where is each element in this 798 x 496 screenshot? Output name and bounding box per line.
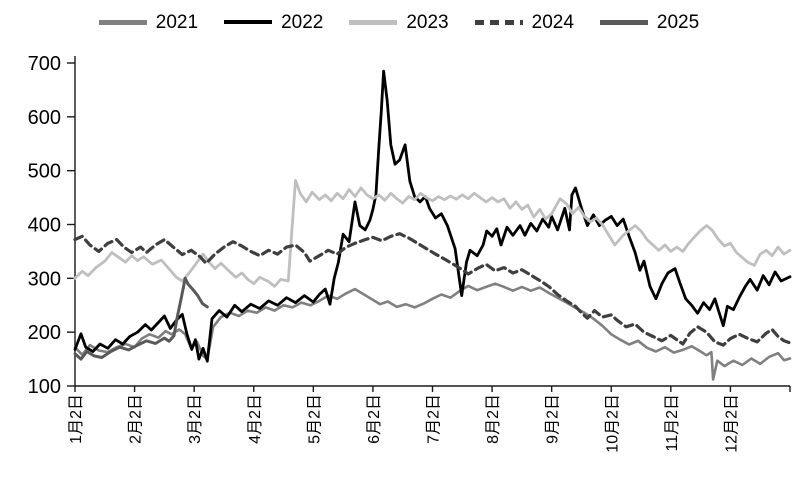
- x-tick-label: 4月2日: [247, 394, 264, 444]
- x-tick-label: 9月2日: [545, 394, 562, 444]
- legend-item-2023: 2023: [349, 11, 449, 33]
- x-tick-label: 1月2日: [68, 394, 85, 444]
- legend-item-2021: 2021: [98, 11, 199, 33]
- legend-swatch-2021: [98, 19, 147, 25]
- x-tick-label: 12月2日: [723, 394, 740, 453]
- legend-label-2021: 2021: [155, 11, 199, 33]
- y-tick-label: 400: [28, 215, 61, 237]
- x-tick-label: 3月2日: [187, 394, 204, 444]
- series-line-2024: [73, 232, 792, 347]
- y-tick-label: 300: [28, 268, 61, 290]
- legend-swatch-2023: [349, 19, 398, 25]
- x-tick-label: 11月2日: [664, 394, 681, 452]
- series-line-2025: [73, 276, 209, 361]
- y-tick-label: 200: [28, 322, 61, 344]
- legend-label-2025: 2025: [656, 11, 700, 33]
- legend-label-2024: 2024: [531, 11, 574, 33]
- legend-item-2024: 2024: [474, 11, 574, 33]
- legend-item-2022: 2022: [224, 13, 323, 32]
- x-tick-label: 5月2日: [306, 394, 323, 444]
- x-tick-label: 6月2日: [366, 394, 383, 444]
- legend-label-2023: 2023: [406, 11, 449, 33]
- legend-item-2025: 2025: [599, 11, 700, 33]
- legend-swatch-2022: [224, 20, 273, 24]
- x-tick-label: 2月2日: [128, 394, 145, 444]
- y-tick-label: 700: [28, 53, 61, 75]
- x-tick-label: 8月2日: [485, 394, 502, 444]
- y-tick-label: 500: [28, 161, 61, 183]
- y-tick-label: 600: [28, 107, 61, 129]
- series-line-2022: [73, 69, 792, 363]
- legend-swatch-2025: [599, 19, 648, 25]
- y-tick-label: 100: [28, 376, 61, 398]
- x-tick-label: 7月2日: [426, 394, 443, 444]
- x-tick-label: 10月2日: [604, 394, 621, 453]
- chart-legend: 2021 2022 2023 2024 2025: [0, 0, 798, 38]
- legend-label-2022: 2022: [281, 11, 324, 33]
- legend-swatch-2024: [474, 19, 523, 25]
- series-line-2023: [73, 178, 792, 288]
